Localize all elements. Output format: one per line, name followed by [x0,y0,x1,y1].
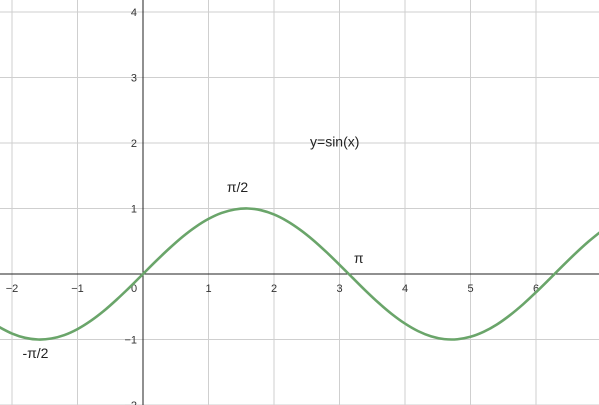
annotation-label: -π/2 [22,345,48,361]
y-tick-label: 2 [131,138,137,150]
y-tick-label: −1 [124,335,137,347]
x-tick-label: −2 [6,283,19,295]
y-tick-label: 1 [131,204,137,216]
annotation-label: π/2 [227,179,249,195]
x-tick-label: 0 [131,283,137,295]
x-tick-label: 3 [336,283,342,295]
tick-labels: −2 −1 0 1 2 3 4 5 6 −2 −1 1 2 3 4 [6,7,539,405]
y-tick-label: 4 [131,7,137,19]
x-tick-label: 6 [533,283,539,295]
y-tick-label: 3 [131,73,137,85]
y-tick-label: −2 [124,400,137,405]
annotations: y=sin(x) π/2 π -π/2 [22,133,363,361]
x-tick-label: 4 [402,283,408,295]
x-tick-label: 1 [205,283,211,295]
sine-curve [0,207,599,341]
series-layer [0,207,599,341]
annotation-label: π [354,250,364,266]
annotation-label: y=sin(x) [310,133,359,149]
x-tick-label: 2 [271,283,277,295]
x-tick-label: −1 [71,283,84,295]
x-tick-label: 5 [467,283,473,295]
